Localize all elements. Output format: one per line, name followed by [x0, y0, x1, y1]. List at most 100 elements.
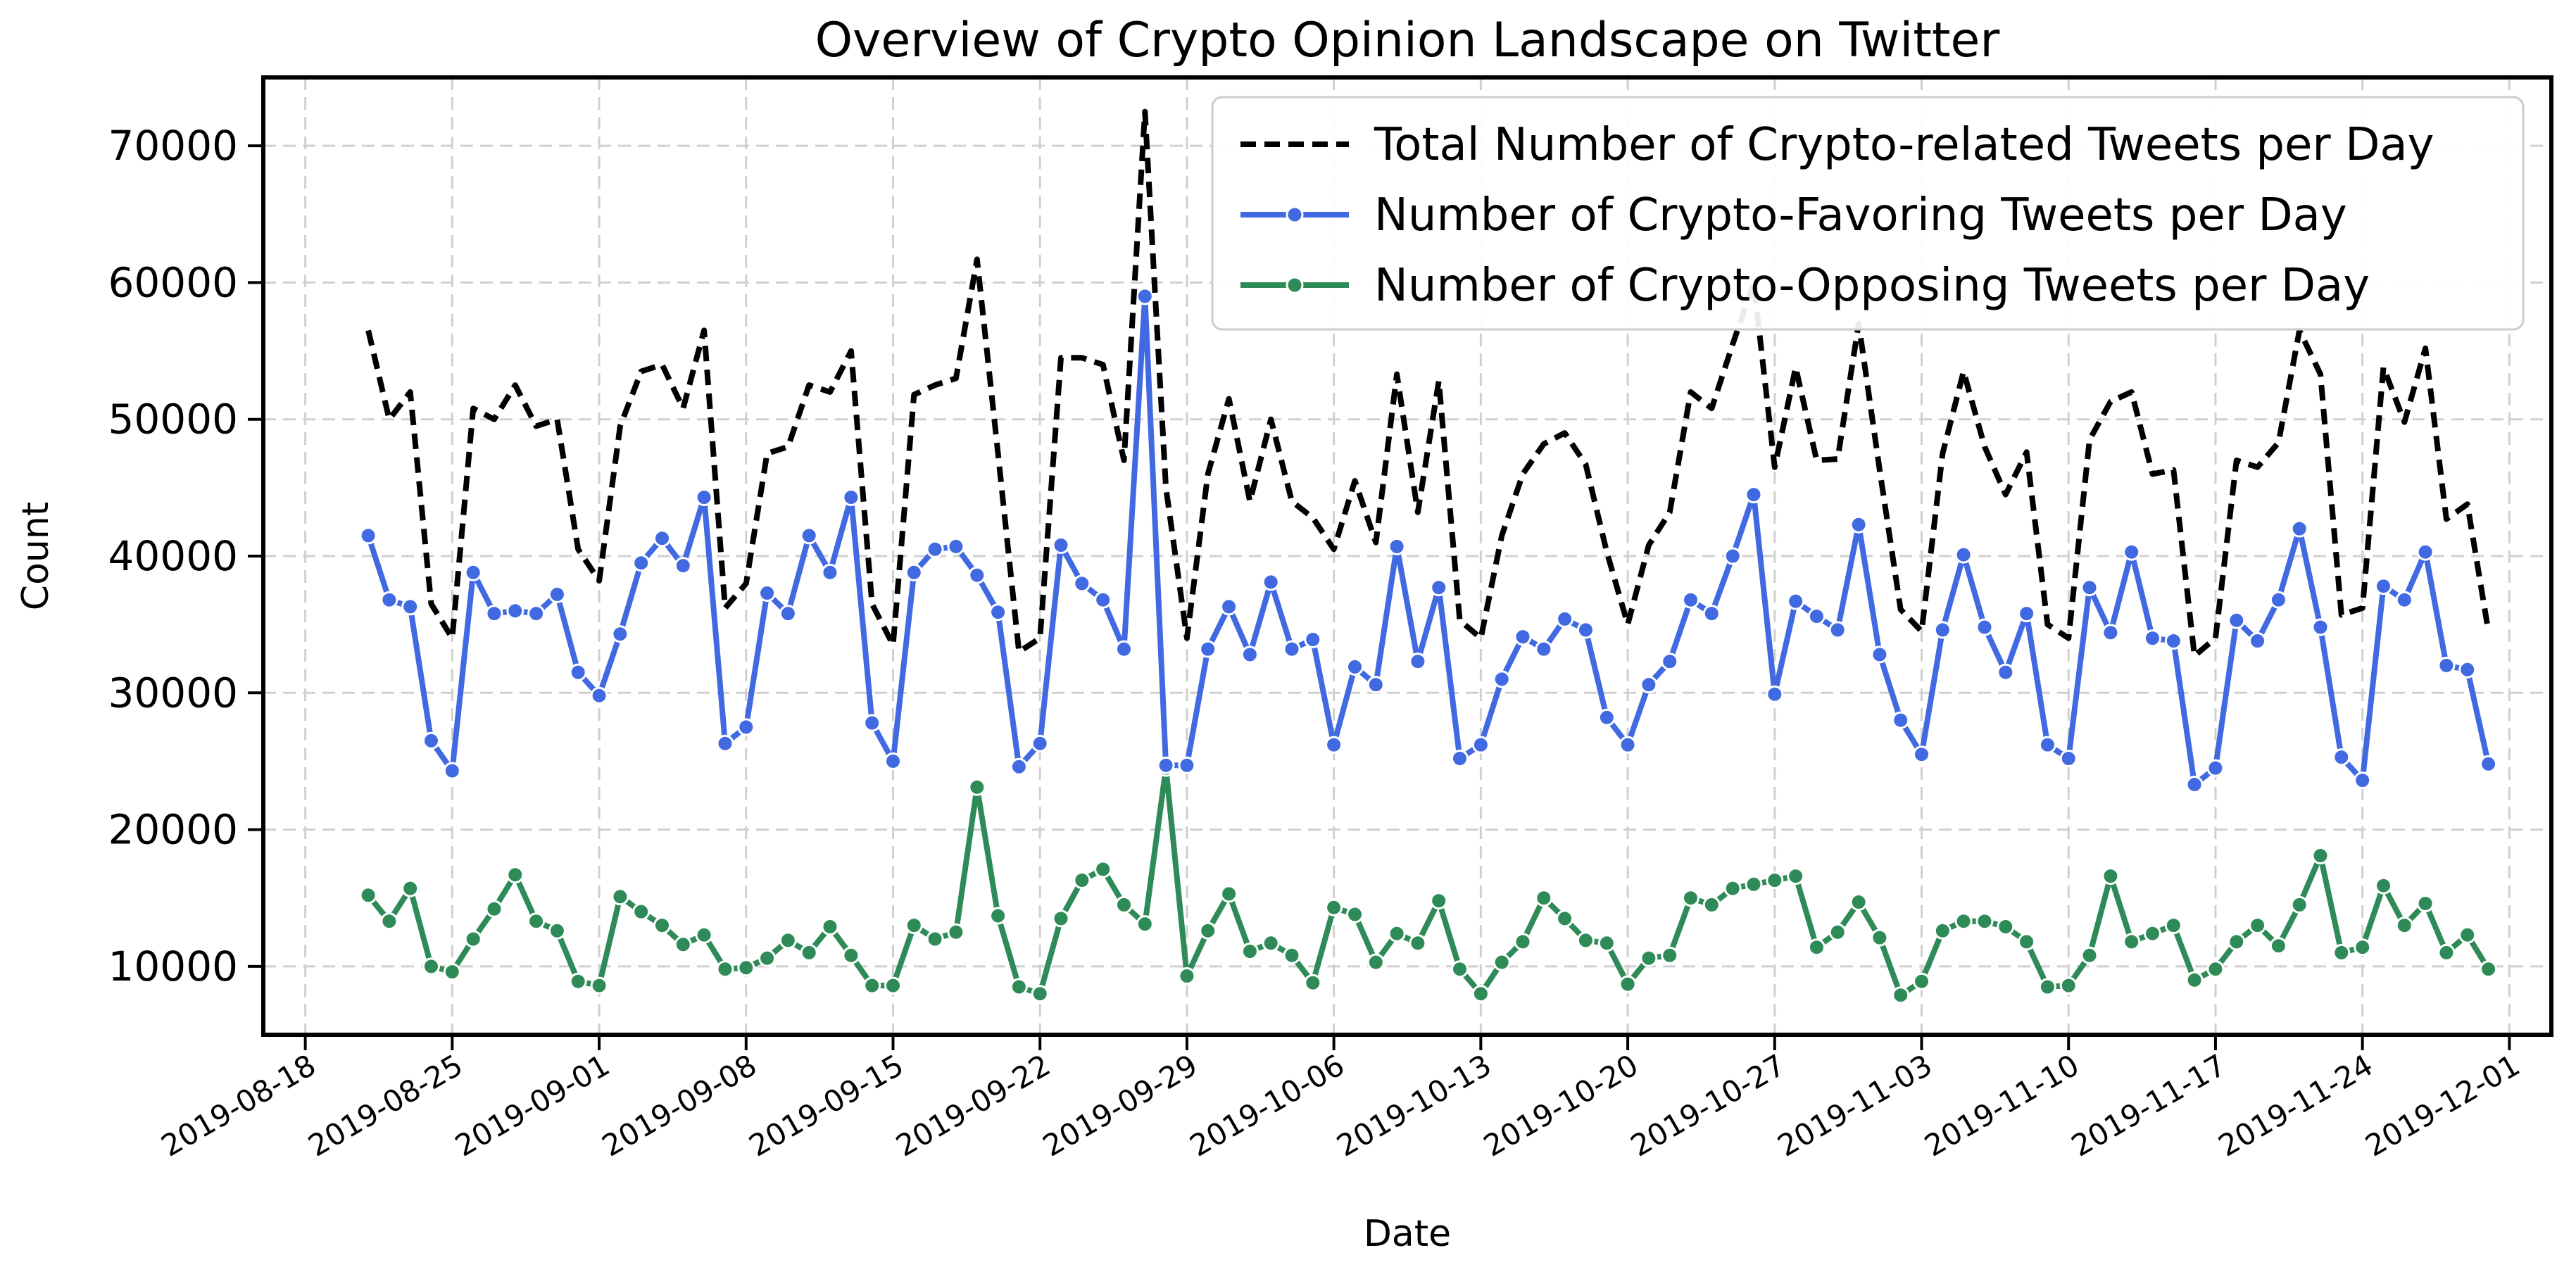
data-point	[548, 921, 566, 940]
data-point	[2018, 933, 2036, 951]
data-point	[2354, 771, 2372, 790]
data-point	[2101, 624, 2120, 642]
data-point	[1346, 657, 1364, 676]
data-point	[2080, 579, 2099, 597]
data-point	[2228, 933, 2246, 951]
data-point	[422, 957, 440, 976]
data-point	[2038, 736, 2056, 754]
data-point	[1954, 546, 1973, 564]
data-point	[2144, 629, 2161, 648]
data-point	[2458, 660, 2477, 679]
data-point	[506, 866, 524, 884]
data-point	[401, 879, 420, 897]
data-point	[2437, 943, 2456, 962]
data-point	[989, 907, 1007, 925]
data-point	[2416, 895, 2434, 912]
data-point	[1787, 592, 1805, 610]
data-point	[989, 603, 1007, 622]
data-series	[359, 108, 2498, 1004]
data-point	[1556, 909, 1574, 928]
x-tick-label: 2019-10-06	[1184, 1047, 1350, 1163]
x-tick-label: 2019-09-01	[449, 1047, 615, 1163]
y-tick-label: 30000	[108, 669, 238, 717]
data-point	[1933, 621, 1952, 639]
data-point	[464, 563, 482, 581]
data-point	[1052, 536, 1070, 554]
data-point	[2480, 960, 2498, 978]
data-point	[1807, 607, 1826, 625]
x-tick-label: 2019-08-25	[302, 1047, 468, 1163]
data-point	[737, 718, 755, 736]
data-point	[1535, 640, 1553, 658]
data-point	[632, 902, 651, 921]
data-point	[1283, 946, 1301, 964]
x-tick-label: 2019-09-29	[1037, 1047, 1203, 1163]
data-point	[884, 752, 902, 770]
data-point	[2354, 938, 2372, 957]
data-point	[359, 886, 377, 905]
data-point	[2038, 978, 2056, 996]
series-line-0	[365, 108, 2492, 659]
data-point	[1766, 685, 1784, 703]
data-point	[653, 916, 671, 935]
data-point	[905, 563, 923, 581]
data-point	[1157, 756, 1175, 774]
data-point	[1493, 953, 1511, 971]
data-point	[2059, 750, 2078, 767]
y-tick-label: 10000	[108, 943, 238, 990]
data-point	[1702, 895, 1721, 914]
data-point	[2395, 916, 2413, 935]
data-point	[1682, 591, 1699, 609]
data-point	[1975, 912, 1994, 931]
data-point	[1199, 640, 1217, 658]
data-point	[2059, 976, 2078, 995]
x-tick-label: 2019-11-03	[1772, 1047, 1938, 1163]
data-point	[1849, 893, 1868, 911]
data-point	[1178, 756, 1196, 774]
data-point	[2480, 755, 2498, 773]
data-point	[1346, 905, 1364, 924]
data-point	[1514, 933, 1532, 951]
data-point	[674, 557, 692, 575]
data-point	[926, 540, 944, 558]
data-point	[1325, 898, 1343, 916]
data-point	[1304, 631, 1322, 648]
data-point	[2269, 591, 2287, 609]
legend-marker	[1286, 206, 1304, 224]
data-point	[1430, 892, 1448, 910]
data-point	[1052, 909, 1070, 928]
x-tick-label: 2019-10-13	[1331, 1047, 1497, 1163]
y-tick-label: 70000	[108, 122, 238, 170]
series-line-2	[365, 765, 2492, 998]
data-point	[548, 585, 566, 603]
data-point	[380, 912, 398, 931]
data-point	[2290, 519, 2308, 538]
legend-label: Total Number of Crypto-related Tweets pe…	[1374, 119, 2434, 171]
x-tick-label: 2019-12-01	[2359, 1047, 2525, 1163]
data-point	[2375, 876, 2392, 895]
data-point	[401, 598, 420, 616]
data-point	[1597, 708, 1616, 726]
data-point	[2437, 656, 2456, 674]
data-point	[380, 591, 398, 609]
data-point	[779, 931, 797, 950]
data-point	[1997, 918, 2015, 935]
data-point	[1262, 934, 1280, 952]
data-point	[1115, 640, 1133, 658]
data-point	[1031, 985, 1049, 1003]
data-point	[2416, 543, 2434, 561]
data-point	[1136, 915, 1154, 933]
y-axis: 10000 20000 30000 40000 50000 60000 70000	[108, 122, 263, 990]
data-point	[884, 976, 902, 995]
data-point	[1702, 605, 1721, 623]
data-point	[842, 946, 860, 964]
data-point	[800, 943, 818, 962]
data-point	[2123, 933, 2141, 951]
data-point	[1136, 287, 1154, 305]
data-point	[905, 916, 923, 935]
data-point	[1913, 745, 1930, 764]
data-point	[527, 912, 546, 931]
data-point	[674, 935, 692, 954]
data-point	[485, 900, 503, 918]
